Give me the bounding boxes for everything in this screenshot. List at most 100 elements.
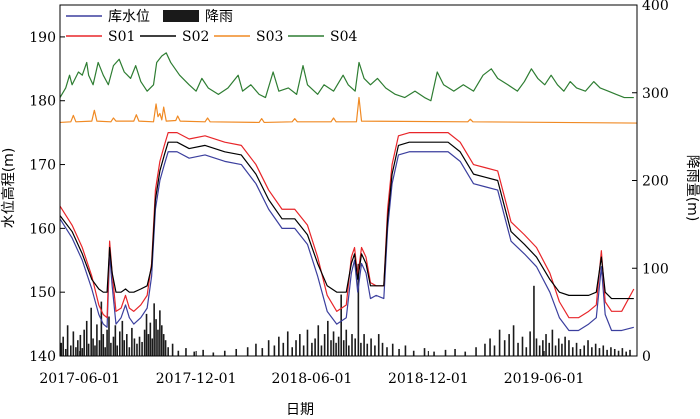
legend-label: S03 — [256, 29, 283, 45]
rainfall-bar — [337, 336, 340, 356]
rainfall-bar — [90, 307, 92, 356]
rainfall-bar — [278, 336, 280, 356]
rainfall-bar — [317, 325, 320, 356]
rainfall-bar — [157, 329, 159, 356]
rainfall-bar — [629, 349, 631, 356]
rainfall-bar — [357, 263, 360, 356]
y2-tick-label: 300 — [642, 86, 669, 102]
rainfall-bar — [112, 336, 115, 356]
rainfall-bar — [81, 348, 84, 356]
x-tick-label: 2017-06-01 — [39, 371, 120, 387]
rainfall-bar — [167, 347, 169, 356]
legend-label: S04 — [330, 29, 357, 45]
rainfall-bar — [302, 345, 305, 356]
rainfall-bar — [160, 325, 163, 356]
rainfall-bar — [153, 303, 155, 356]
series-line-s01 — [59, 132, 635, 319]
rainfall-bar — [100, 301, 103, 356]
rainfall-bar — [320, 345, 323, 356]
rainfall-bar — [131, 327, 133, 356]
rainfall-bar — [255, 343, 257, 356]
rainfall-bar — [370, 338, 372, 356]
rainfall-bar — [159, 310, 161, 356]
rainfall-bar — [212, 352, 215, 356]
x-tick-label: 2018-06-01 — [272, 371, 353, 387]
rainfall-bar — [102, 334, 105, 356]
rainfall-bar — [554, 345, 557, 356]
rainfall-bar — [354, 338, 356, 356]
rainfall-bar — [138, 336, 141, 356]
y-axis-label: 水位高程(m) — [0, 148, 17, 229]
rainfall-bar — [587, 340, 589, 356]
rainfall-bar — [342, 340, 345, 356]
rainfall-bar — [484, 343, 486, 356]
rainfall-bar — [533, 285, 535, 356]
rainfall-bar — [489, 338, 491, 356]
series-lines — [59, 52, 638, 332]
rainfall-bar — [374, 345, 376, 356]
rainfall-bar — [521, 336, 524, 356]
rainfall-bar — [327, 320, 329, 356]
rainfall-bar — [261, 348, 264, 356]
rainfall-bar — [404, 345, 407, 356]
rainfall-bar — [106, 329, 108, 356]
rainfall-bar — [77, 340, 79, 356]
y2-tick-label: 0 — [642, 349, 651, 365]
rainfall-bar — [83, 329, 85, 356]
series-line-s04 — [59, 52, 634, 102]
rainfall-bar — [575, 342, 578, 356]
rainfall-bar — [366, 343, 369, 356]
legend-swatch-rainfall — [163, 10, 199, 22]
rainfall-bar — [591, 347, 593, 356]
rainfall-bar — [412, 350, 415, 356]
legend-label: S01 — [108, 29, 135, 45]
rainfall-bar — [114, 325, 117, 356]
x-axis-label: 日期 — [286, 402, 314, 418]
rainfall-bar — [493, 345, 496, 356]
series-line-s03 — [59, 96, 638, 124]
rainfall-bar — [235, 348, 238, 356]
rainfall-bar — [621, 348, 624, 356]
rainfall-bar — [561, 343, 563, 356]
rainfall-bar — [363, 334, 365, 356]
rainfall-bar — [149, 322, 152, 356]
rainfall-bar — [314, 338, 316, 356]
rainfall-bar — [246, 347, 249, 356]
rainfall-bar — [377, 334, 380, 356]
rainfall-bar — [66, 325, 69, 356]
rainfall-bar — [202, 349, 204, 356]
rainfall-bar — [295, 340, 297, 356]
y2-axis-label: 降雨量(m) — [684, 155, 700, 222]
rainfall-bar — [299, 334, 301, 356]
rainfall-bar — [386, 347, 388, 356]
rainfall-bar — [551, 329, 554, 356]
rainfall-bar — [360, 342, 362, 356]
rainfall-bar — [104, 347, 106, 356]
rainfall-bar — [72, 331, 75, 356]
rainfall-bar — [133, 338, 136, 356]
legend-label: 降雨 — [205, 9, 233, 25]
rainfall-bar — [398, 348, 400, 356]
rainfall-bar — [583, 345, 585, 356]
rainfall-bar — [85, 320, 88, 356]
rainfall-bar — [579, 348, 582, 356]
y-tick-label: 150 — [29, 285, 56, 301]
legend: 库水位 降雨 S01 S02 S03 S04 — [66, 9, 357, 45]
rainfall-bar — [625, 351, 627, 356]
rainfall-bar — [171, 343, 174, 356]
rainfall-bar — [391, 343, 394, 356]
rainfall-bar — [147, 334, 150, 356]
rainfall-bar — [98, 340, 101, 356]
legend-label: S02 — [182, 29, 209, 45]
rainfall-bar — [568, 340, 570, 356]
rainfall-bar — [564, 336, 566, 356]
rainfall-bar — [92, 338, 94, 356]
y-tick-label: 170 — [29, 158, 56, 174]
rainfall-bar — [177, 350, 180, 356]
series-line-s02 — [59, 141, 634, 300]
rainfall-bar — [512, 325, 515, 356]
x-tick-label: 2018-12-01 — [388, 371, 469, 387]
rainfall-bar — [267, 340, 270, 356]
y-tick-label: 190 — [29, 30, 56, 46]
